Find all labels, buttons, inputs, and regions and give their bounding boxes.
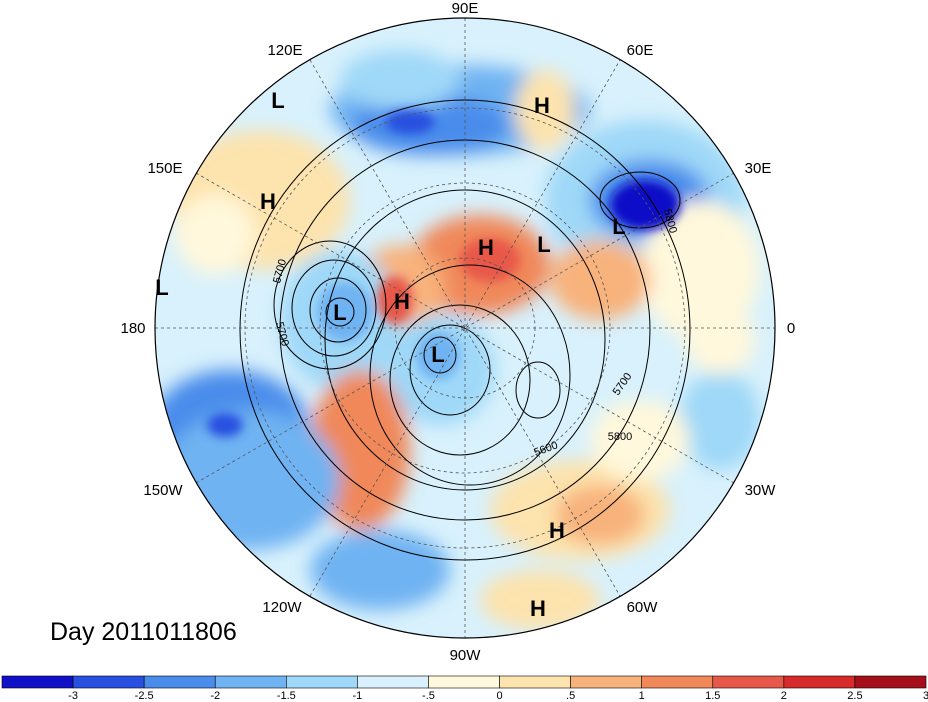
lon-label-150e: 150E [147,160,182,177]
longitude-labels: 90E 120E 60E 150E 30E 180 0 150W 30W 120… [120,0,795,664]
lon-label-90e: 90E [452,0,479,17]
lon-label-120e: 120E [267,42,302,59]
colorbar-swatch [428,675,500,689]
colorbar-tick-label: -.5 [422,690,435,702]
lon-label-30w: 30W [745,482,777,499]
contour-line [291,259,377,357]
lon-label-60w: 60W [627,599,659,616]
meridian-line [309,59,621,597]
colorbar-swatch [286,675,358,689]
colorbar-tick-label: -2.5 [135,690,154,702]
high-pressure-marker: H [478,235,494,260]
low-pressure-marker: L [155,275,168,300]
colorbar-swatch [357,675,429,689]
colorbar-tick-label: 3 [923,690,928,702]
colorbar-swatch [72,675,145,689]
lon-label-180: 180 [120,320,145,337]
lon-label-150w: 150W [143,482,183,499]
colorbar-tick-label: -3 [68,690,78,702]
map-boundary [154,17,776,639]
high-pressure-marker: H [394,289,410,314]
colorbar-tick-label: 1 [639,690,645,702]
colorbar-tick-label: -2 [210,690,220,702]
low-pressure-marker: L [333,300,346,325]
low-pressure-marker: L [431,342,444,367]
colorbar-tick-label: 0 [496,690,502,702]
lon-label-90w: 90W [450,647,482,664]
contour-line [599,171,681,229]
high-pressure-marker: H [549,518,565,543]
high-pressure-marker: H [534,93,550,118]
colorbar-swatch [143,675,216,689]
latitude-circle [319,182,611,474]
colorbar-tick-label: 1.5 [705,690,720,702]
contour-line [325,297,355,327]
colorbar-tick-label: .5 [566,690,575,702]
low-pressure-marker: L [612,214,625,239]
contour-line [324,189,606,491]
lon-label-60e: 60E [627,42,654,59]
lon-label-120w: 120W [262,599,302,616]
high-pressure-marker: H [260,189,276,214]
pressure-centers: L H L H L L H L H L H H [155,88,625,621]
lon-label-30e: 30E [745,160,772,177]
colorbar-swatch [783,675,856,689]
contour-line [369,264,571,486]
colorbar-swatch [499,675,571,689]
graticule [155,18,775,638]
contour-line [423,336,457,374]
high-pressure-marker: H [530,596,546,621]
meridian-line [195,172,735,484]
colorbar-swatch [1,675,74,689]
colorbar-tick-label: -1.5 [277,690,296,702]
colorbar-tick-label: 2.5 [847,690,862,702]
colorbar-swatch [214,675,287,689]
contour-line [515,361,561,419]
colorbar-tick-label: -1 [352,690,362,702]
contour-line [389,304,531,456]
low-pressure-marker: L [271,88,284,113]
date-title: Day 2011011806 [50,618,237,646]
contour-value-label: 5800 [608,431,632,443]
contour-line [409,324,491,416]
colorbar-swatch [641,675,714,689]
meridian-line [309,59,621,597]
meridian-line [195,172,735,484]
contour-line [273,240,387,370]
colorbar-swatch [570,675,642,689]
low-pressure-marker: L [537,232,550,257]
colorbar-swatch [712,675,785,689]
colorbar-swatch [854,675,927,689]
colorbar-tick-label: 2 [781,690,787,702]
lon-label-0: 0 [787,320,795,337]
colorbar: -3 -2.5 -2 -1.5 -1 -.5 0 .5 1 1.5 2 2.5 3 [1,675,928,702]
